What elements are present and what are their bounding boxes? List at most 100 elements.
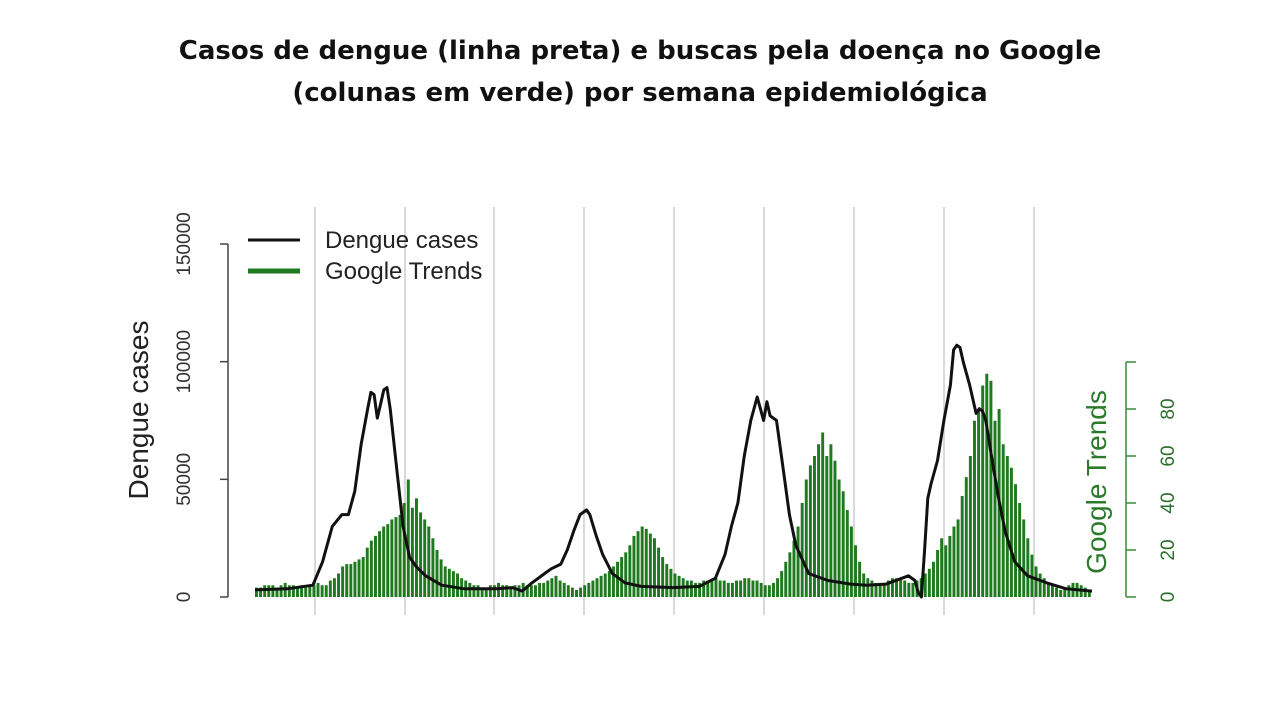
trends-bar-6 — [275, 587, 279, 597]
trends-bar-126 — [767, 585, 771, 597]
trends-bar-108 — [694, 582, 697, 597]
left-y-axis: 0 50000 100000 150000 — [174, 212, 229, 603]
trends-bar-47 — [443, 566, 447, 597]
trends-bar-58 — [488, 585, 492, 597]
trends-bar-165 — [927, 568, 931, 597]
trends-bar-25 — [353, 561, 357, 597]
trends-bar-181 — [993, 420, 997, 597]
trends-bar-80 — [579, 587, 583, 597]
trends-bar-72 — [546, 580, 550, 597]
trends-bar-184 — [1005, 456, 1009, 597]
trends-bar-156 — [890, 578, 894, 597]
trends-bar-177 — [977, 409, 981, 597]
trends-bar-56 — [480, 587, 484, 597]
trends-bar-174 — [964, 477, 968, 597]
trends-bar-187 — [1018, 503, 1022, 597]
trends-bar-45 — [435, 550, 439, 597]
trends-bar-133 — [796, 526, 800, 597]
trends-bar-120 — [743, 578, 747, 597]
trends-bar-137 — [813, 456, 816, 597]
trends-bar-35 — [394, 517, 398, 597]
trends-bar-27 — [361, 557, 365, 597]
trends-bar-130 — [784, 561, 788, 597]
trends-bar-117 — [730, 582, 734, 597]
trends-bar-63 — [509, 587, 513, 597]
trends-bar-74 — [554, 575, 558, 597]
trends-bar-193 — [1042, 578, 1046, 597]
trends-bar-189 — [1026, 538, 1030, 597]
trends-bar-140 — [825, 456, 829, 597]
trends-bar-106 — [685, 580, 689, 597]
trends-bar-110 — [702, 580, 706, 597]
trends-bar-13 — [304, 587, 308, 597]
trends-bar-134 — [800, 503, 804, 597]
trends-bar-21 — [337, 573, 341, 597]
trends-bar-191 — [1034, 566, 1038, 597]
trends-bar-54 — [472, 585, 476, 597]
trends-bar-141 — [829, 444, 833, 597]
trends-bar-138 — [817, 444, 821, 597]
trends-bar-19 — [328, 580, 332, 597]
trends-bar-16 — [316, 582, 320, 597]
google-trends-bars — [255, 373, 1091, 597]
chart-legend: Dengue cases Google Trends — [248, 227, 482, 285]
trends-bar-114 — [718, 580, 722, 597]
trends-bar-29 — [369, 540, 373, 597]
trends-bar-102 — [669, 568, 673, 597]
trends-bar-82 — [587, 582, 591, 597]
trends-bar-157 — [895, 578, 899, 597]
trends-bar-33 — [386, 524, 390, 597]
trends-bar-18 — [324, 585, 328, 597]
trends-bar-17 — [320, 585, 324, 597]
trends-bar-88 — [611, 566, 615, 597]
trends-bar-15 — [312, 585, 316, 597]
trends-bar-50 — [456, 573, 459, 597]
trends-bar-122 — [751, 580, 755, 597]
trends-bar-142 — [833, 460, 837, 597]
trends-bar-167 — [936, 550, 940, 597]
trends-bar-148 — [858, 561, 862, 597]
trends-bar-46 — [439, 559, 443, 597]
left-tick-label-0: 0 — [174, 592, 195, 603]
trends-bar-90 — [620, 557, 624, 597]
trends-bar-30 — [373, 535, 377, 597]
trends-bar-77 — [566, 585, 570, 597]
trends-bar-154 — [882, 582, 886, 597]
trends-bar-59 — [492, 585, 496, 597]
trends-bar-37 — [402, 503, 406, 597]
chart-title-line-2: (colunas em verde) por semana epidemioló… — [292, 78, 988, 108]
trends-bar-67 — [525, 585, 529, 597]
right-tick-label-80: 80 — [1158, 398, 1179, 419]
trends-bar-169 — [944, 545, 948, 597]
trends-bar-78 — [570, 587, 574, 597]
trends-bar-204 — [1087, 589, 1091, 597]
trends-bar-49 — [451, 571, 455, 597]
trends-bar-98 — [652, 538, 656, 597]
trends-bar-203 — [1083, 587, 1087, 597]
trends-bar-4 — [267, 585, 271, 597]
right-tick-label-20: 20 — [1158, 539, 1179, 560]
trends-bar-143 — [837, 479, 841, 597]
trends-bar-3 — [263, 585, 267, 597]
trends-bar-31 — [378, 531, 382, 597]
trends-bar-115 — [722, 580, 726, 597]
trends-bar-132 — [792, 540, 796, 597]
trends-bar-112 — [710, 580, 714, 597]
trends-bar-158 — [899, 578, 903, 597]
trends-bar-5 — [271, 585, 275, 597]
trends-bar-40 — [415, 498, 418, 597]
trends-bar-111 — [706, 580, 710, 597]
trends-bar-159 — [903, 580, 907, 597]
trends-bar-81 — [583, 585, 587, 597]
left-tick-label-50000: 50000 — [174, 453, 195, 506]
trends-bar-28 — [365, 547, 369, 597]
trends-bar-100 — [661, 557, 665, 597]
trends-bar-73 — [550, 578, 554, 597]
trends-bar-2 — [259, 587, 263, 597]
trends-bar-135 — [804, 479, 808, 597]
trends-bar-119 — [739, 580, 743, 597]
trends-bar-164 — [923, 573, 927, 597]
right-tick-label-60: 60 — [1158, 445, 1179, 466]
trends-bar-144 — [841, 491, 845, 597]
